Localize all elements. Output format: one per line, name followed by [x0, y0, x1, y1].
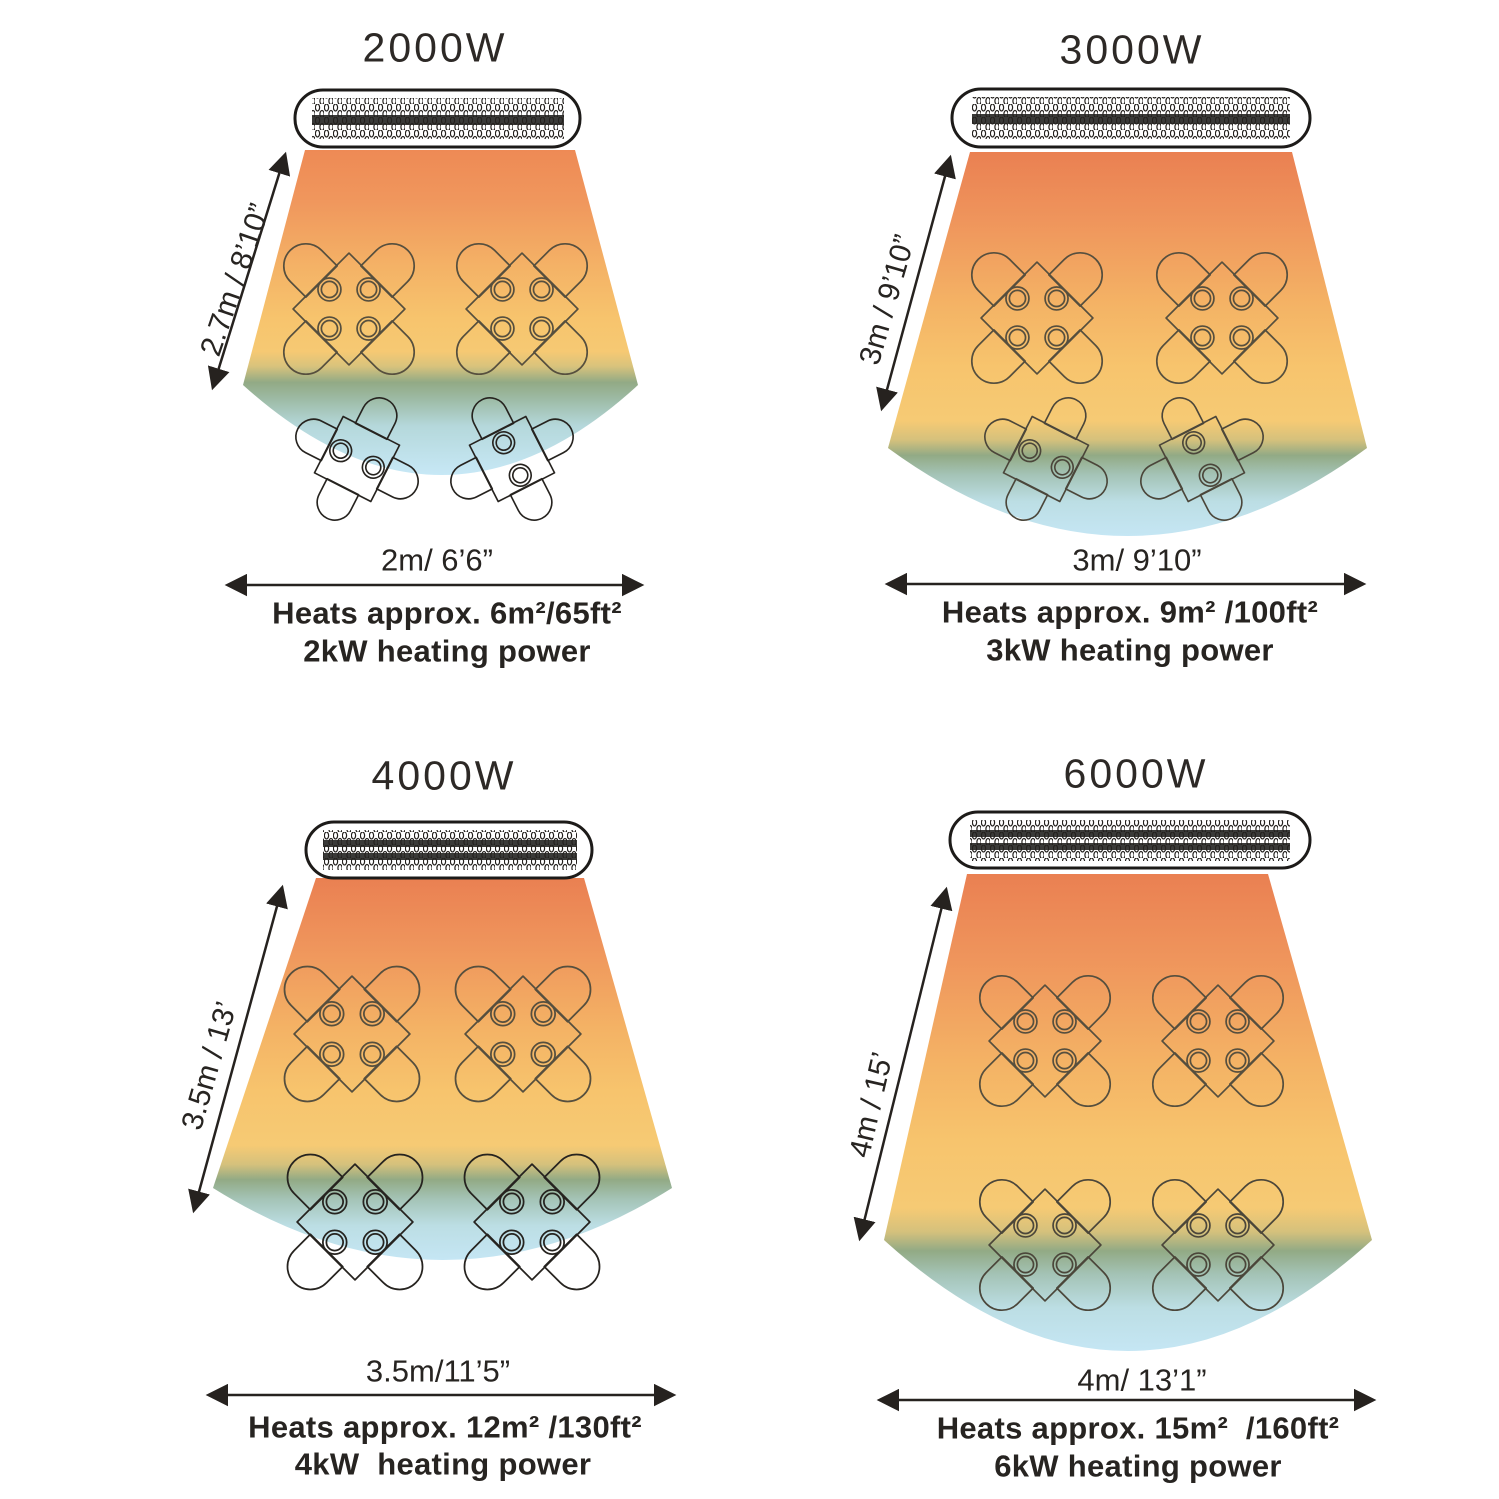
- title-2000w: 2000W: [362, 24, 508, 71]
- diagram-3000w: [876, 87, 1367, 596]
- height-arrow-3000w: [876, 154, 956, 412]
- heater-2000w: [293, 88, 582, 149]
- area-label-6000w: Heats approx. 15m² /160ft²: [936, 1410, 1340, 1446]
- power-label-3000w: 3kW heating power: [986, 632, 1274, 668]
- title-6000w: 6000W: [1063, 750, 1209, 797]
- heat-cone-4000w: [213, 878, 672, 1260]
- width-label-3000w: 3m/ 9’10”: [1072, 542, 1202, 578]
- heater-6000w: [948, 810, 1312, 870]
- heat-cone-3000w: [888, 152, 1367, 536]
- heater-mesh: [970, 820, 1290, 861]
- diagram-2000w: [207, 88, 645, 597]
- diagram-6000w: [853, 810, 1377, 1412]
- area-label-4000w: Heats approx. 12m² /130ft²: [248, 1409, 642, 1445]
- area-label-2000w: Heats approx. 6m²/65ft²: [272, 595, 622, 631]
- title-3000w: 3000W: [1059, 26, 1205, 73]
- height-arrow-2000w: [207, 151, 291, 391]
- heat-cone-2000w: [243, 150, 638, 475]
- area-label-3000w: Heats approx. 9m² /100ft²: [941, 594, 1319, 630]
- heater-3000w: [950, 87, 1312, 149]
- power-label-2000w: 2kW heating power: [303, 633, 591, 669]
- width-label-6000w: 4m/ 13’1”: [1077, 1362, 1207, 1398]
- heater-4000w: [304, 820, 594, 880]
- height-arrow-6000w: [853, 886, 953, 1242]
- power-label-6000w: 6kW heating power: [994, 1448, 1282, 1484]
- width-label-4000w: 3.5m/11’5”: [365, 1353, 511, 1389]
- heater-mesh: [323, 830, 577, 870]
- height-arrow-4000w: [188, 884, 288, 1214]
- heater-mesh: [312, 98, 564, 139]
- power-label-4000w: 4kW heating power: [294, 1446, 592, 1482]
- diagram-4000w: [188, 820, 677, 1407]
- heat-cone-6000w: [884, 874, 1372, 1351]
- title-4000w: 4000W: [371, 752, 517, 799]
- width-label-2000w: 2m/ 6’6”: [381, 542, 493, 578]
- heater-mesh: [972, 97, 1290, 139]
